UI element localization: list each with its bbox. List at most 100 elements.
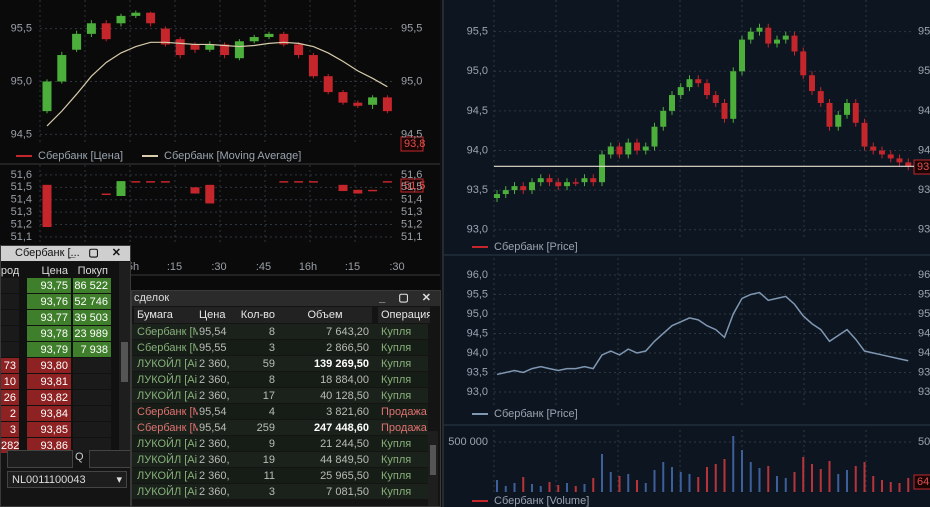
trade-row <box>132 420 428 435</box>
candle-body <box>368 97 378 105</box>
price-tag <box>400 178 424 193</box>
column-header: Продо <box>0 265 19 277</box>
candle-body <box>368 189 378 192</box>
candle-body <box>905 162 912 167</box>
candle-body <box>879 150 885 155</box>
candle-body <box>146 12 156 24</box>
search-input[interactable] <box>7 450 73 468</box>
y-tick-label: 94,5 <box>467 105 488 117</box>
candle-body <box>791 35 798 52</box>
volume-bar <box>881 480 883 492</box>
scrollbar[interactable] <box>119 262 130 452</box>
legend-label: Сбербанк [Volume] <box>494 495 589 507</box>
window-buttons[interactable]: _ ▢ ✕ <box>379 292 436 304</box>
candle-body <box>896 158 903 163</box>
legend-label: Сбербанк [Moving Average] <box>164 150 301 162</box>
candle-body <box>502 190 509 195</box>
candle-body <box>101 23 111 40</box>
order-book-cell: 52 746 <box>73 294 111 309</box>
trade-cell: ЛУКОЙЛ [Ai <box>137 438 198 450</box>
trade-cell: ЛУКОЙЛ [Ai <box>137 486 198 498</box>
trade-row <box>132 452 428 467</box>
volume-bar <box>697 477 700 492</box>
candle-body <box>57 55 67 82</box>
instrument-select[interactable]: NL0011100043 ▾ <box>7 471 127 488</box>
trade-cell: 3 821,60 <box>326 406 369 418</box>
x-tick-label: :15 <box>167 261 182 273</box>
trade-cell: ЛУКОЙЛ [Ai <box>137 470 198 482</box>
y-tick-label: 94,0 <box>918 144 930 156</box>
candle-body <box>537 178 544 183</box>
window-buttons[interactable]: _ ▢ ✕ <box>69 247 126 259</box>
candle-body <box>294 44 304 56</box>
x-tick-label: :30 <box>389 261 404 273</box>
trade-cell: Сбербанк [М <box>137 342 198 354</box>
trade-row <box>132 388 428 403</box>
volume-bar <box>776 476 778 492</box>
trade-row <box>132 340 428 355</box>
trade-cell: ЛУКОЙЛ [Ai <box>137 390 198 402</box>
candle-body <box>323 76 333 93</box>
candle-body <box>774 39 780 44</box>
volume-bar <box>531 484 533 492</box>
column-header: Покуп <box>77 265 108 277</box>
order-book-cell: 39 503 <box>73 310 111 325</box>
order-book-cell: 86 522 <box>73 278 111 293</box>
trade-cell: Купля <box>381 326 412 338</box>
candle-body <box>279 181 289 183</box>
volume-bar <box>548 482 551 492</box>
trade-cell: ЛУКОЙЛ [Ai <box>137 374 198 386</box>
column-header: Бумага <box>134 307 198 323</box>
window-title-bar[interactable]: Сбербанк [... _ ▢ ✕ <box>1 246 130 261</box>
order-book-cell: 7 938 <box>73 342 111 357</box>
volume-bar <box>557 485 560 492</box>
y-tick-label: 95,5 <box>467 288 488 300</box>
order-book-cell: 93,79 <box>27 342 71 357</box>
candle-body <box>826 102 833 127</box>
candle-body <box>308 55 318 77</box>
candle-body <box>175 39 185 56</box>
price-tag <box>913 159 930 175</box>
order-book-cell: 93,81 <box>27 374 71 389</box>
trade-cell: Продажа <box>381 422 427 434</box>
candle-body <box>651 126 658 147</box>
candle-body <box>625 142 632 155</box>
trade-cell: Сбербанк [М <box>137 406 198 418</box>
order-book-cell <box>1 278 19 293</box>
volume-bar <box>811 464 813 492</box>
volume-bar <box>854 466 857 492</box>
candle-body <box>765 27 772 44</box>
x-tick-label: :30 <box>211 261 226 273</box>
y-tick-label: 51,3 <box>401 206 422 218</box>
window-title-bar[interactable]: сделок _ ▢ ✕ <box>132 291 440 306</box>
trade-cell: 139 269,50 <box>313 358 369 370</box>
volume-bar <box>644 483 647 492</box>
candle-body <box>695 79 702 84</box>
price-line <box>496 291 909 376</box>
candle-body <box>116 181 126 197</box>
candle-body <box>852 102 859 123</box>
y-tick-label: 95,0 <box>918 65 930 77</box>
order-book-cell <box>73 358 111 373</box>
trade-cell: Продажа <box>381 406 427 418</box>
volume-bar <box>539 486 542 492</box>
trade-row <box>132 324 428 339</box>
volume-bar <box>609 472 612 492</box>
trade-cell: 2 360,5 <box>199 486 230 498</box>
y-tick-label: 96,0 <box>467 269 488 281</box>
trade-row <box>132 372 428 387</box>
candle-body <box>279 33 289 45</box>
candle-body <box>564 182 570 187</box>
last-price-label: 93,8 <box>404 138 425 150</box>
order-book-cell: 2 <box>1 406 19 421</box>
candle-body <box>353 102 363 106</box>
candle-body <box>234 41 244 59</box>
volume-bar <box>863 462 866 492</box>
order-book-window: Сбербанк [... _ ▢ ✕ Продо Цена Покуп 93,758… <box>0 245 131 507</box>
trade-cell: 3 <box>268 486 275 498</box>
search-input[interactable] <box>89 450 130 468</box>
candle-body <box>190 44 200 50</box>
right-charts: 93,8 64 95,5 95,5 95,0 95,0 94,5 94,5 94,0 94,0… <box>442 0 930 507</box>
scrollbar[interactable] <box>428 431 438 506</box>
